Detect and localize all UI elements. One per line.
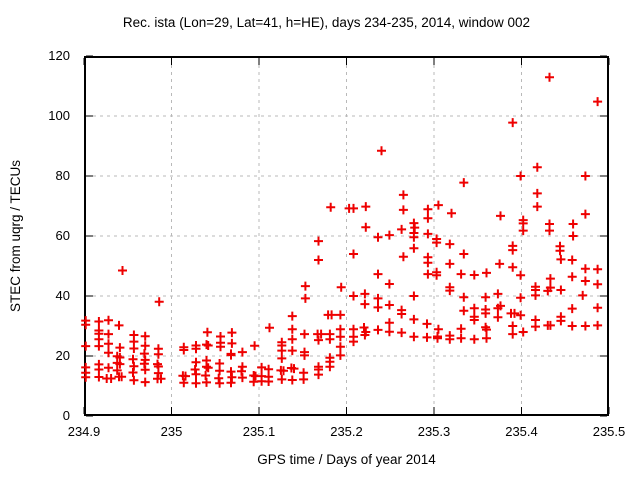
- grid-lines: [86, 58, 607, 414]
- chart-title: Rec. ista (Lon=29, Lat=41, h=HE), days 2…: [122, 15, 531, 30]
- y-tick-label: 0: [62, 408, 70, 423]
- x-tick-label: 234.9: [67, 424, 101, 439]
- x-tick-label: 235.1: [242, 424, 276, 439]
- y-tick-label: 120: [48, 48, 70, 63]
- y-tick-label: 60: [55, 228, 70, 243]
- y-tick-label: 80: [55, 168, 70, 183]
- y-tick-label: 40: [55, 288, 70, 303]
- data-points: [81, 72, 603, 388]
- y-tick-label: 20: [55, 348, 70, 363]
- y-axis-title: STEC from uqrg / TECUs: [7, 159, 23, 313]
- x-tick-label: 235: [160, 424, 183, 439]
- x-axis-title: GPS time / Days of year 2014: [257, 452, 436, 467]
- x-tick-label: 235.5: [592, 424, 626, 439]
- plot-area: [81, 55, 610, 417]
- y-tick-label: 100: [48, 108, 70, 123]
- plot-border: [84, 56, 609, 416]
- x-tick-label: 235.2: [330, 424, 363, 439]
- x-tick-label: 235.3: [417, 424, 451, 439]
- x-tick-label: 235.4: [505, 424, 538, 439]
